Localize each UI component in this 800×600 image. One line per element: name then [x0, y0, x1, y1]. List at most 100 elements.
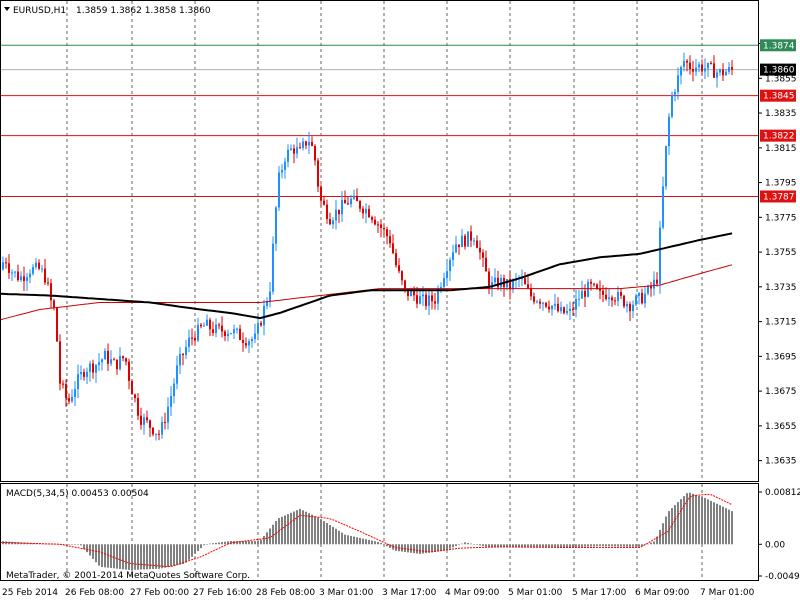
candle-body	[353, 195, 355, 199]
macd-bar	[113, 544, 115, 569]
candle-body	[329, 219, 331, 225]
current-price-tag: 1.3860	[760, 63, 796, 76]
candle-body	[71, 397, 73, 402]
macd-bar	[293, 511, 295, 545]
macd-bar	[626, 544, 628, 547]
candle-body	[641, 292, 643, 304]
candle-body	[392, 243, 394, 254]
time-label: 3 Mar 01:00	[319, 588, 374, 598]
candle-body	[278, 172, 280, 208]
macd-bar	[611, 544, 613, 547]
candle-body	[266, 301, 268, 306]
macd-tick-label: 0.00812	[765, 488, 800, 498]
candle-body	[728, 67, 730, 72]
macd-bar	[584, 544, 586, 547]
macd-bar	[719, 505, 721, 545]
candle-body	[308, 141, 310, 146]
macd-bar	[383, 544, 385, 545]
candle-body	[197, 324, 199, 341]
candle-body	[713, 63, 715, 78]
macd-bar	[326, 523, 328, 545]
candle-body	[488, 271, 490, 289]
level-tags: 1.3874 1.3845 1.3822 1.3787	[760, 39, 796, 203]
candle-body	[569, 308, 571, 312]
macd-bar	[137, 544, 139, 570]
candle-body	[509, 279, 511, 290]
macd-bar	[200, 544, 202, 549]
candle-body	[425, 294, 427, 306]
macd-tick-label: 0.00	[765, 540, 785, 550]
candle-body	[167, 406, 169, 423]
candle-body	[284, 161, 286, 170]
macd-bar	[575, 544, 577, 547]
candle-body	[98, 362, 100, 365]
macd-bar	[698, 495, 700, 545]
macd-bar	[581, 544, 583, 547]
macd-bar	[617, 544, 619, 547]
macd-bar	[134, 544, 136, 570]
macd-bar	[512, 544, 514, 548]
candle-body	[614, 300, 616, 302]
candle-body	[227, 333, 229, 337]
macd-bar	[530, 544, 532, 548]
macd-bar	[80, 544, 82, 546]
time-label: 7 Mar 01:00	[700, 588, 755, 598]
candle-body	[428, 295, 430, 306]
macd-bar	[176, 544, 178, 566]
macd-bar	[257, 541, 259, 545]
candle-body	[44, 268, 46, 283]
macd-bar	[452, 544, 454, 548]
macd-bar	[218, 542, 220, 545]
macd-bar	[347, 535, 349, 545]
macd-bar	[560, 544, 562, 548]
level-tag-bg	[760, 89, 796, 102]
macd-bar	[416, 544, 418, 554]
macd-bar	[536, 544, 538, 548]
copyright-text: MetaTrader, © 2001-2014 MetaQuotes Softw…	[6, 571, 250, 581]
macd-bar	[716, 503, 718, 545]
candle-body	[359, 201, 361, 209]
level-tag-label: 1.3845	[763, 92, 795, 102]
collapse-triangle-icon[interactable]	[4, 7, 10, 11]
macd-bar	[386, 544, 388, 547]
candle-body	[326, 204, 328, 220]
macd-histogram	[2, 492, 733, 570]
horizontal-levels[interactable]	[0, 44, 758, 197]
candle-body	[350, 198, 352, 205]
candle-body	[194, 337, 196, 341]
candle-body	[578, 298, 580, 300]
candle-body	[128, 361, 130, 381]
macd-bar	[215, 542, 217, 545]
macd-bar	[692, 493, 694, 545]
macd-bar	[362, 538, 364, 545]
candle-body	[146, 417, 148, 421]
candle-body	[455, 244, 457, 253]
macd-bar	[305, 511, 307, 545]
macd-tick-label: -0.00493	[765, 572, 800, 582]
macd-bar	[299, 508, 301, 545]
candle-body	[584, 290, 586, 297]
candle-body	[575, 298, 577, 310]
candle-body	[395, 253, 397, 266]
macd-bar	[140, 544, 142, 570]
macd-bar	[524, 544, 526, 548]
candle-body	[398, 265, 400, 272]
candle-body	[599, 288, 601, 291]
macd-bar	[356, 537, 358, 545]
candle-body	[422, 294, 424, 297]
candle-body	[677, 75, 679, 92]
candle-body	[125, 358, 127, 362]
candle-body	[62, 383, 64, 385]
candle-body	[296, 147, 298, 154]
macd-bar	[722, 506, 724, 545]
macd-bar	[515, 544, 517, 548]
macd-bar	[614, 544, 616, 547]
candle-body	[248, 341, 250, 346]
candle-body	[674, 91, 676, 95]
price-tick-label: 1.3655	[765, 422, 797, 432]
macd-bar	[539, 544, 541, 548]
price-tick-label: 1.3815	[765, 144, 797, 154]
macd-bar	[209, 543, 211, 545]
candle-body	[95, 364, 97, 373]
